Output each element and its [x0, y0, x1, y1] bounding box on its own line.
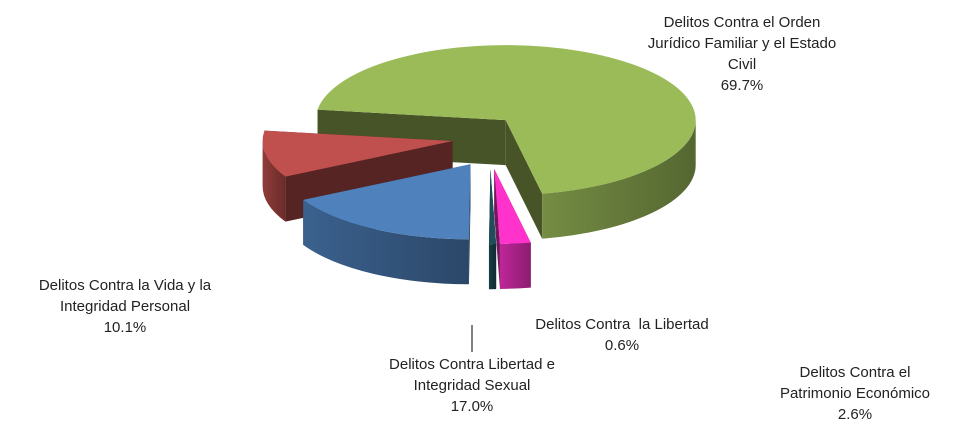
slice-side [542, 120, 696, 239]
category-name: Delitos Contra el Patrimonio Económico [779, 364, 931, 402]
slice [262, 130, 453, 177]
data-label: Delitos Contra la Vida y la Integridad P… [5, 275, 245, 338]
value-label: 69.7% [720, 77, 764, 94]
slice-side [262, 141, 286, 222]
slice-side [488, 244, 497, 290]
category-name: Delitos Contra el Orden Jurídico Familia… [647, 14, 841, 73]
slice-inner-face [494, 168, 500, 289]
slice [488, 169, 497, 245]
slice-inner-face [505, 120, 543, 239]
slice-side [499, 242, 531, 289]
category-name: Delitos Contra la Vida y la Integridad P… [38, 277, 216, 315]
slice-side [303, 199, 469, 285]
data-label: Delitos Contra Libertad e Integridad Sex… [357, 354, 587, 417]
category-name: Delitos Contra Libertad e Integridad Sex… [389, 356, 560, 394]
data-label: Delitos Contra la Libertad 0.6% [502, 314, 742, 356]
category-name: Delitos Contra la Libertad [535, 316, 709, 333]
slice [317, 45, 696, 194]
slice [494, 168, 531, 244]
slice [303, 164, 471, 240]
value-label: 10.1% [103, 319, 147, 336]
value-label: 0.6% [604, 337, 640, 354]
value-label: 17.0% [450, 398, 494, 415]
data-label: Delitos Contra el Patrimonio Económico 2.… [765, 362, 945, 425]
value-label: 2.6% [837, 406, 873, 423]
data-label: Delitos Contra el Orden Jurídico Familia… [642, 12, 842, 96]
